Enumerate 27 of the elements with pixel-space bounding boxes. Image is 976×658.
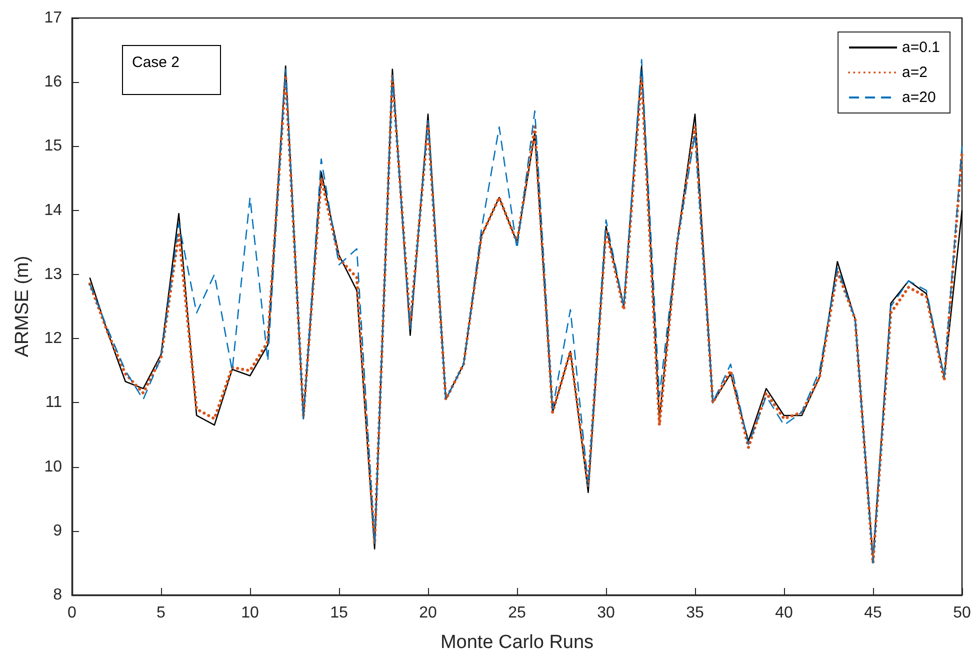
x-tick-label: 15 <box>330 604 348 622</box>
legend-label: a=0.1 <box>902 39 940 56</box>
y-tick-label: 16 <box>44 74 62 91</box>
y-tick-label: 9 <box>53 522 62 540</box>
x-tick-label: 45 <box>864 604 882 622</box>
y-axis-title: ARMSE (m) <box>12 256 33 358</box>
x-tick-label: 50 <box>953 604 971 622</box>
legend-label: a=2 <box>902 64 928 81</box>
x-tick-label: 40 <box>775 604 793 622</box>
y-tick-label: 17 <box>44 10 62 26</box>
x-tick-label: 20 <box>419 604 437 622</box>
x-axis-title: Monte Carlo Runs <box>440 632 594 653</box>
y-tick-label: 11 <box>45 394 62 412</box>
y-tick-label: 8 <box>53 586 62 604</box>
x-tick-label: 0 <box>68 604 77 622</box>
x-tick-label: 5 <box>156 604 166 622</box>
y-tick-label: 15 <box>44 138 62 155</box>
x-tick-label: 25 <box>508 604 526 622</box>
x-tick-label: 10 <box>241 604 259 622</box>
annotation: Case 2 <box>122 45 221 95</box>
y-tick-label: 10 <box>44 458 62 476</box>
y-tick-label: 13 <box>44 266 62 283</box>
x-tick-label: 35 <box>686 604 704 622</box>
y-tick-label: 12 <box>44 330 62 348</box>
y-tick-label: 14 <box>44 202 62 219</box>
legend-label: a=20 <box>902 89 936 106</box>
x-tick-label: 30 <box>597 604 615 622</box>
